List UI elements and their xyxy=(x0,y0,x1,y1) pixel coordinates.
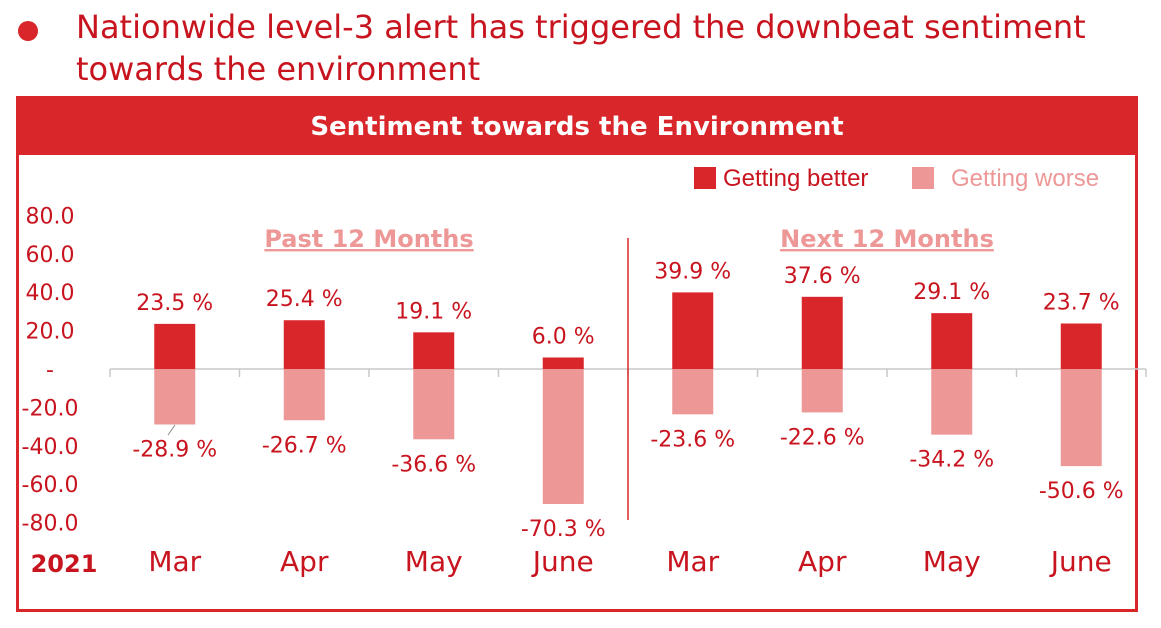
data-label-better: 23.5 % xyxy=(136,291,213,316)
x-tick-label: May xyxy=(405,545,463,578)
y-tick-label: -60.0 xyxy=(22,473,79,498)
bar-getting-worse xyxy=(413,369,455,440)
data-label-worse: -28.9 % xyxy=(132,437,217,462)
year-label: 2021 xyxy=(31,550,98,578)
chart-title: Sentiment towards the Environment xyxy=(310,112,844,142)
bar-getting-better xyxy=(931,313,973,369)
headline-text: Nationwide level-3 alert has triggered t… xyxy=(76,8,1086,88)
bar-getting-worse xyxy=(154,369,196,425)
legend-swatch-worse xyxy=(912,167,934,189)
bar-getting-worse xyxy=(931,369,973,435)
data-label-worse: -22.6 % xyxy=(780,425,865,450)
data-label-better: 19.1 % xyxy=(395,299,472,324)
y-tick-label: - xyxy=(46,358,54,383)
x-tick-label: Mar xyxy=(666,545,719,578)
x-tick-label: Apr xyxy=(798,545,847,578)
chart-title-bar: Sentiment towards the Environment xyxy=(19,99,1135,155)
bar-getting-better xyxy=(413,332,455,369)
bar-getting-worse xyxy=(672,369,714,415)
data-label-worse: -70.3 % xyxy=(521,517,606,542)
y-tick-label: 80.0 xyxy=(26,204,75,229)
leader-line xyxy=(167,424,176,436)
section-label: Next 12 Months xyxy=(780,225,994,253)
bar-getting-worse xyxy=(283,369,325,421)
bar-getting-better xyxy=(154,323,196,369)
data-label-worse: -36.6 % xyxy=(391,452,476,477)
data-label-better: 39.9 % xyxy=(654,259,731,284)
y-tick-label: -20.0 xyxy=(22,396,79,421)
bar-getting-worse xyxy=(1060,369,1102,467)
x-tick-label: May xyxy=(923,545,981,578)
legend-label-worse: Getting worse xyxy=(951,165,1099,192)
x-tick-label: June xyxy=(531,545,594,578)
bar-getting-better xyxy=(801,296,843,369)
data-label-better: 25.4 % xyxy=(266,287,343,312)
data-label-better: 29.1 % xyxy=(913,280,990,305)
data-label-better: 37.6 % xyxy=(784,264,861,289)
legend-swatch-better xyxy=(694,167,716,189)
bar-getting-better xyxy=(1060,323,1102,369)
bar-getting-worse xyxy=(801,369,843,413)
legend-label-better: Getting better xyxy=(723,165,868,192)
y-tick-label: 20.0 xyxy=(26,320,75,345)
data-label-worse: -34.2 % xyxy=(909,448,994,473)
y-tick-label: -40.0 xyxy=(22,435,79,460)
bar-getting-better xyxy=(283,320,325,369)
bar-getting-worse xyxy=(542,369,584,504)
y-tick-label: 40.0 xyxy=(26,281,75,306)
data-label-worse: -50.6 % xyxy=(1039,479,1124,504)
data-label-better: 23.7 % xyxy=(1043,290,1120,315)
bar-getting-better xyxy=(672,292,714,369)
section-label: Past 12 Months xyxy=(264,225,473,253)
x-tick-label: Mar xyxy=(148,545,201,578)
y-tick-label: -80.0 xyxy=(22,512,79,537)
data-label-worse: -26.7 % xyxy=(262,433,347,458)
bullet-icon xyxy=(18,21,38,41)
y-tick-label: 60.0 xyxy=(26,243,75,268)
bar-getting-better xyxy=(542,357,584,369)
x-tick-label: Apr xyxy=(280,545,329,578)
x-tick-label: June xyxy=(1049,545,1112,578)
data-label-better: 6.0 % xyxy=(532,324,595,349)
data-label-worse: -23.6 % xyxy=(650,427,735,452)
